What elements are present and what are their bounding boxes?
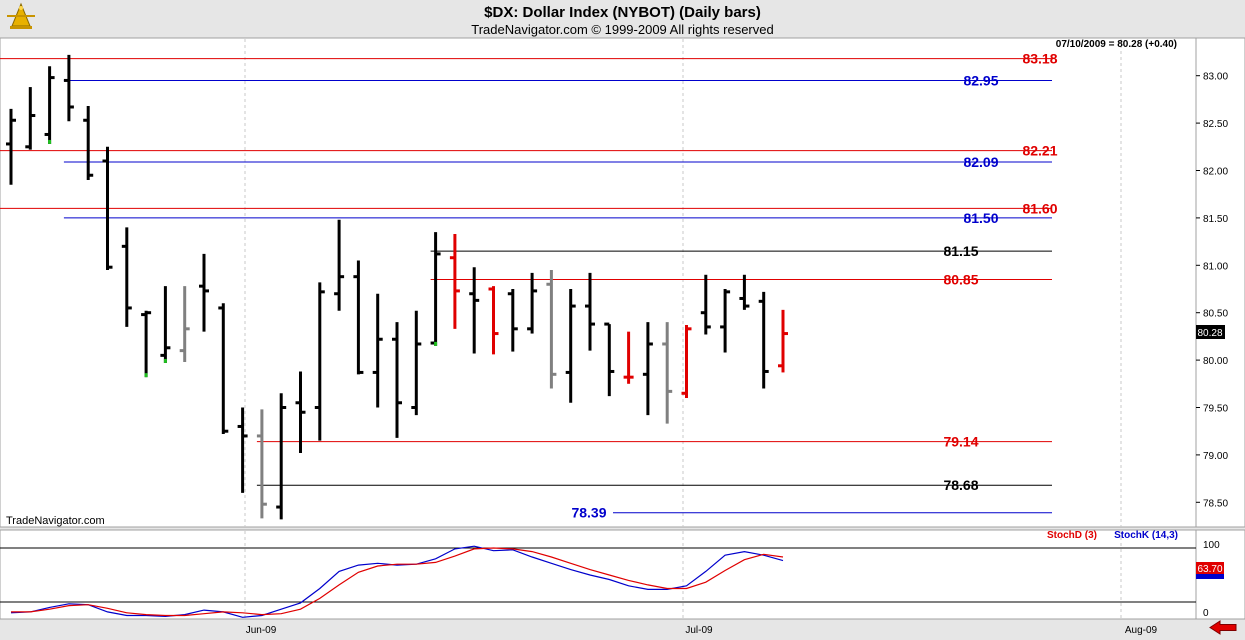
level-label: 80.85 [943, 272, 978, 288]
price-axis-label: 79.00 [1203, 451, 1228, 462]
ohlc-bar [527, 272, 538, 334]
stochd-value: 63.70 [1197, 564, 1222, 575]
ohlc-bar [700, 274, 711, 335]
scroll-left-arrow-icon[interactable] [1208, 620, 1238, 635]
ohlc-bar [121, 227, 132, 327]
last-quote-label: 07/10/2009 = 80.28 (+0.40) [1056, 39, 1177, 50]
signal-marker [163, 358, 167, 363]
ohlc-bar [199, 253, 209, 332]
level-label: 81.15 [943, 243, 978, 259]
stoch-tick-0: 0 [1203, 608, 1209, 619]
ohlc-bar [44, 66, 55, 144]
price-axis-label: 82.00 [1203, 167, 1228, 178]
price-axis-label: 79.50 [1203, 404, 1228, 415]
level-label: 81.60 [1022, 200, 1057, 216]
ohlc-bar [778, 309, 788, 373]
ohlc-bar [739, 274, 750, 310]
level-label: 79.14 [943, 434, 978, 450]
ohlc-bar [25, 87, 36, 150]
ohlc-bar [623, 331, 634, 384]
price-axis-label: 80.00 [1203, 356, 1228, 367]
trade-navigator-logo-icon [7, 2, 35, 29]
ohlc-bar [179, 286, 190, 362]
level-lines: 83.18 82.95 82.21 82.09 81.60 81.50 81.15 80.85… [0, 51, 1058, 521]
ohlc-bar [411, 310, 422, 416]
last-price-value: 80.28 [1197, 328, 1222, 339]
ohlc-bar [469, 267, 480, 354]
vertical-gridlines [244, 39, 1122, 618]
price-panel [0, 37, 1197, 528]
ohlc-bar [546, 270, 557, 389]
stochd-legend: StochD (3) [1047, 530, 1097, 541]
ohlc-bar [488, 286, 499, 355]
ohlc-bar [6, 108, 16, 185]
ohlc-bar [642, 322, 653, 416]
ohlc-bar [507, 289, 518, 352]
ohlc-bar [720, 289, 731, 353]
price-axis-label: 81.00 [1203, 261, 1228, 272]
price-axis-label: 80.50 [1203, 309, 1228, 320]
x-tick-aug: Aug-09 [1125, 625, 1158, 636]
level-label: 78.68 [943, 477, 978, 493]
ohlc-bar [449, 234, 460, 329]
ohlc-bar [334, 219, 345, 311]
ohlc-bar [237, 407, 248, 493]
x-tick-jun: Jun-09 [246, 625, 277, 636]
ohlc-bar [392, 322, 402, 438]
last-price-badge [1196, 325, 1225, 339]
ohlc-bar [295, 371, 306, 454]
ohlc-bar [430, 232, 441, 346]
stochk-line [10, 545, 784, 618]
ohlc-bar [314, 282, 325, 441]
ohlc-bar [372, 293, 383, 408]
ohlc-bar [758, 291, 769, 389]
ohlc-bar [353, 260, 364, 375]
level-label: 83.18 [1022, 51, 1057, 67]
stochastic-lines [0, 545, 1196, 618]
level-label: 78.39 [571, 505, 606, 521]
signal-marker [144, 373, 148, 378]
ohlc-bar [83, 106, 94, 180]
stochd-badge [1196, 562, 1224, 574]
ohlc-bar [276, 393, 287, 520]
price-axis-label: 78.50 [1203, 498, 1228, 509]
stochd-line [11, 547, 784, 617]
stochastic-panel [0, 529, 1197, 620]
ohlc-bar [585, 272, 595, 351]
signal-marker [48, 139, 52, 144]
stochk-badge [1196, 574, 1224, 579]
price-axis-label: 81.50 [1203, 214, 1228, 225]
ohlc-bar [141, 310, 152, 378]
ohlc-bar [604, 322, 615, 397]
x-tick-jul: Jul-09 [685, 625, 713, 636]
level-label: 82.95 [963, 72, 998, 88]
price-axis-label: 82.50 [1203, 119, 1228, 130]
ohlc-bar [256, 409, 267, 519]
price-axis-panel [1195, 37, 1245, 528]
ohlc-bar [681, 325, 692, 399]
price-axis: 78.50 79.00 79.50 80.00 80.50 81.00 81.50 82.00… [1196, 72, 1228, 509]
level-label: 81.50 [963, 210, 998, 226]
chart-title: $DX: Dollar Index (NYBOT) (Daily bars) [484, 4, 761, 21]
signal-marker [434, 341, 438, 346]
ohlc-bar [102, 146, 113, 271]
ohlc-bar [218, 303, 229, 435]
ohlc-bar [662, 322, 673, 424]
price-bars [6, 54, 788, 520]
price-axis-label: 83.00 [1203, 72, 1228, 83]
ohlc-bar [565, 289, 576, 403]
stochk-legend: StochK (14,3) [1114, 530, 1178, 541]
stoch-tick-100: 100 [1203, 540, 1220, 551]
ohlc-bar [160, 286, 171, 363]
level-label: 82.21 [1022, 143, 1057, 159]
ohlc-bar [63, 54, 74, 122]
level-label: 82.09 [963, 154, 998, 170]
watermark-text: TradeNavigator.com [6, 515, 105, 527]
copyright-subtitle: TradeNavigator.com © 1999-2009 All right… [471, 22, 774, 37]
